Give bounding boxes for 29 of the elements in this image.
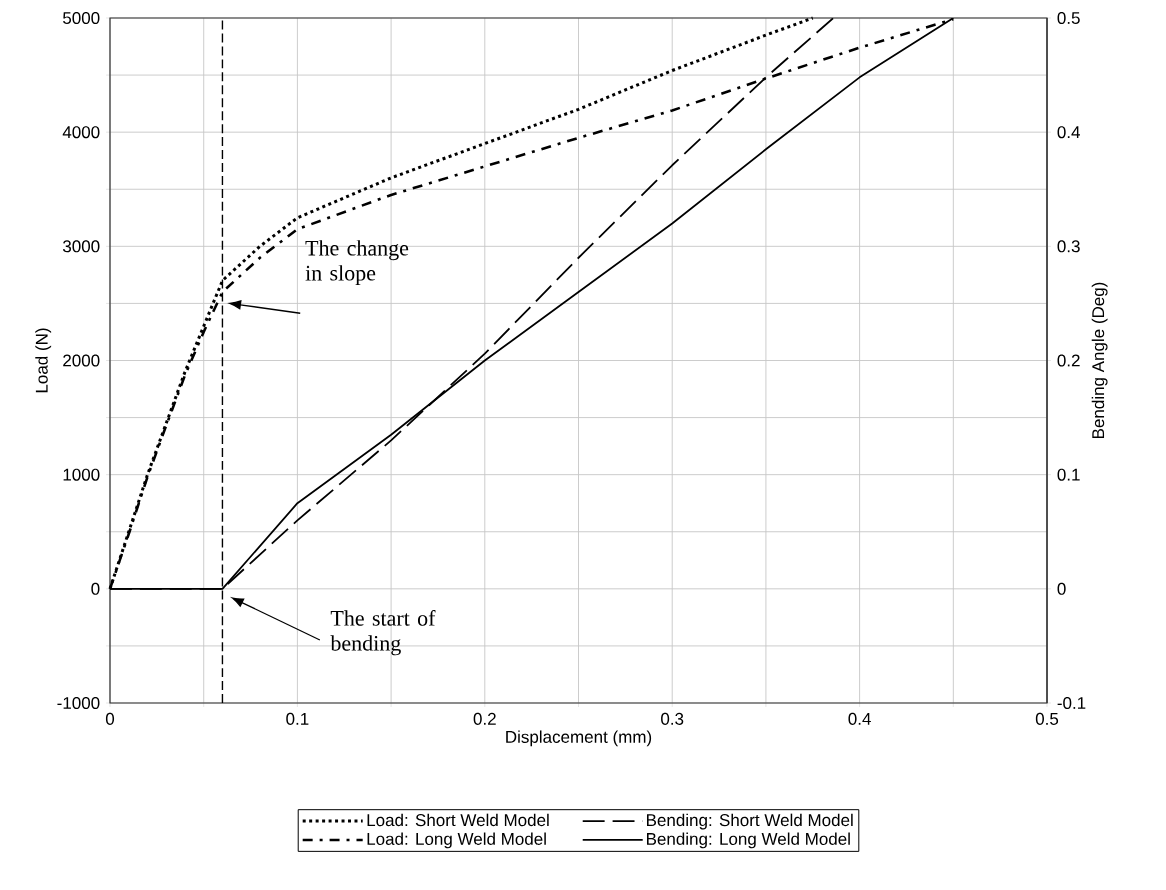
- y-tick-label: 3000: [62, 240, 100, 253]
- legend-label: Load: Long Weld Model: [367, 832, 546, 849]
- y-tick-label: 2000: [63, 354, 100, 367]
- y2-tick-label: 0.5: [1057, 11, 1080, 25]
- y-tick-label: 4000: [62, 126, 100, 139]
- y-tick-label: 1000: [63, 468, 100, 481]
- x-tick-label: 0.4: [848, 712, 871, 725]
- y-tick-label: -1000: [57, 696, 100, 710]
- x-tick-label: 0.3: [661, 712, 684, 725]
- y2-axis-title: Bending Angle (Deg): [1091, 282, 1108, 439]
- annotation: The start of bending: [330, 610, 436, 656]
- y-tick-label: 5000: [63, 11, 100, 25]
- y2-tick-label: 0.2: [1057, 354, 1080, 367]
- annotation: The change in slope: [305, 240, 409, 286]
- x-tick-label: 0.1: [286, 712, 309, 725]
- y2-tick-label: 0.1: [1057, 468, 1080, 481]
- y2-tick-label: 0.4: [1057, 126, 1080, 139]
- y-axis-title: Load (N): [35, 328, 52, 393]
- legend-label: Bending: Long Weld Model: [646, 832, 850, 849]
- x-axis-title: Displacement (mm): [506, 730, 652, 747]
- x-tick-label: 0.2: [473, 712, 496, 725]
- y2-tick-label: 0: [1057, 582, 1066, 595]
- y2-tick-label: -0.1: [1057, 696, 1086, 710]
- y-tick-label: 0: [91, 582, 100, 595]
- x-tick-label: 0: [105, 712, 115, 725]
- x-tick-label: 0.5: [1035, 712, 1059, 725]
- legend-label: Load: Short Weld Model: [367, 813, 549, 827]
- legend-label: Bending: Short Weld Model: [646, 813, 853, 830]
- y2-tick-label: 0.3: [1057, 240, 1080, 253]
